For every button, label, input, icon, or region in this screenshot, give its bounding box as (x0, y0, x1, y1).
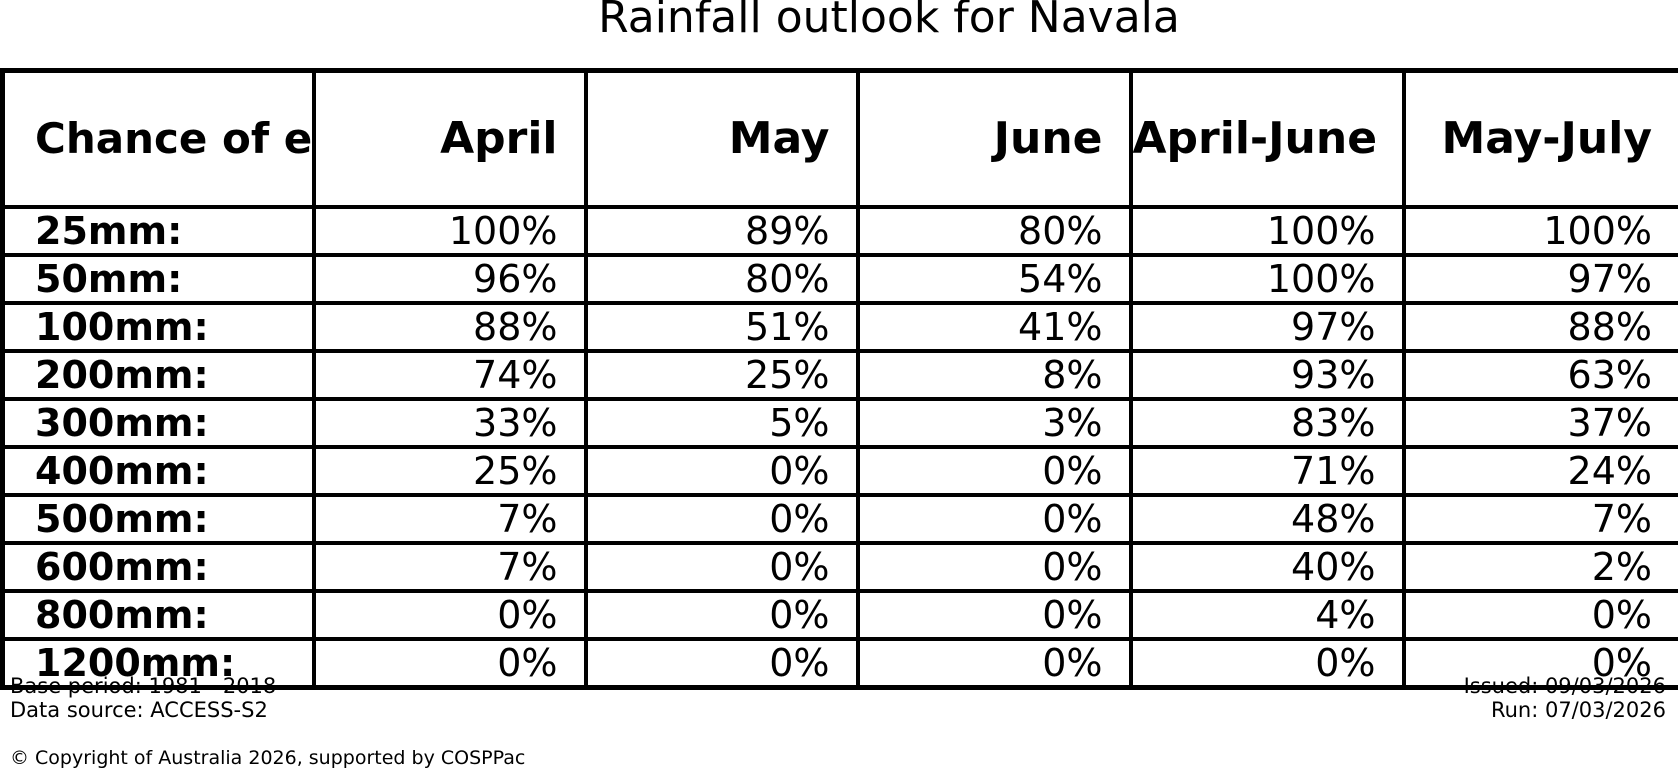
value-cell: 40% (1128, 540, 1406, 593)
base-period-text: Base period: 1981 - 2018 (10, 674, 277, 698)
column-header-april-june: April-June (1128, 68, 1406, 209)
value-cell: 97% (1401, 252, 1678, 305)
value-cell: 100% (1128, 252, 1406, 305)
threshold-cell: 100mm: (0, 300, 316, 353)
value-cell: 96% (311, 252, 588, 305)
value-cell: 41% (855, 300, 1133, 353)
header-row: Chance of exceeding a threshold: April M… (0, 68, 1678, 209)
column-header-may-july: May-July (1401, 68, 1678, 209)
value-cell: 0% (311, 636, 588, 689)
value-cell: 80% (855, 204, 1133, 257)
threshold-cell: 1200mm: (0, 636, 316, 689)
threshold-cell: 500mm: (0, 492, 316, 545)
threshold-cell: 600mm: (0, 540, 316, 593)
value-cell: 51% (583, 300, 860, 353)
value-cell: 0% (583, 540, 860, 593)
value-cell: 74% (311, 348, 588, 401)
value-cell: 37% (1401, 396, 1678, 449)
threshold-cell: 300mm: (0, 396, 316, 449)
footer-right-block: Issued: 09/03/2026 Run: 07/03/2026 (1464, 674, 1666, 722)
value-cell: 0% (855, 540, 1133, 593)
table-row: 1200mm: 0% 0% 0% 0% 0% (0, 636, 1678, 689)
value-cell: 0% (1128, 636, 1406, 689)
value-cell: 100% (311, 204, 588, 257)
column-header-may: May (583, 68, 860, 209)
value-cell: 0% (583, 492, 860, 545)
value-cell: 80% (583, 252, 860, 305)
value-cell: 0% (855, 492, 1133, 545)
value-cell: 88% (1401, 300, 1678, 353)
threshold-cell: 400mm: (0, 444, 316, 497)
value-cell: 0% (583, 588, 860, 641)
value-cell: 25% (583, 348, 860, 401)
table-row: 600mm: 7% 0% 0% 40% 2% (0, 540, 1678, 593)
value-cell: 0% (855, 444, 1133, 497)
threshold-header-cell: Chance of exceeding a threshold: (0, 68, 316, 209)
value-cell: 93% (1128, 348, 1406, 401)
value-cell: 0% (1401, 588, 1678, 641)
value-cell: 97% (1128, 300, 1406, 353)
table-row: 50mm: 96% 80% 54% 100% 97% (0, 252, 1678, 305)
value-cell: 71% (1128, 444, 1406, 497)
table-row: 400mm: 25% 0% 0% 71% 24% (0, 444, 1678, 497)
value-cell: 83% (1128, 396, 1406, 449)
value-cell: 33% (311, 396, 588, 449)
copyright-text: © Copyright of Australia 2026, supported… (10, 747, 526, 769)
column-header-april: April (311, 68, 588, 209)
threshold-cell: 800mm: (0, 588, 316, 641)
table-row: 500mm: 7% 0% 0% 48% 7% (0, 492, 1678, 545)
value-cell: 25% (311, 444, 588, 497)
value-cell: 2% (1401, 540, 1678, 593)
issued-date-text: Issued: 09/03/2026 (1463, 674, 1666, 698)
column-header-june: June (855, 68, 1133, 209)
value-cell: 0% (583, 444, 860, 497)
value-cell: 7% (311, 540, 588, 593)
threshold-cell: 200mm: (0, 348, 316, 401)
value-cell: 0% (583, 636, 860, 689)
run-date-text: Run: 07/03/2026 (1490, 698, 1666, 722)
value-cell: 4% (1128, 588, 1406, 641)
value-cell: 54% (855, 252, 1133, 305)
table-row: 200mm: 74% 25% 8% 93% 63% (0, 348, 1678, 401)
value-cell: 89% (583, 204, 860, 257)
value-cell: 0% (1401, 636, 1678, 689)
threshold-cell: 50mm: (0, 252, 316, 305)
value-cell: 88% (311, 300, 588, 353)
footer-left-block: Base period: 1981 - 2018 Data source: AC… (10, 674, 276, 722)
value-cell: 48% (1128, 492, 1406, 545)
value-cell: 0% (311, 588, 588, 641)
data-source-text: Data source: ACCESS-S2 (10, 698, 268, 722)
table-row: 100mm: 88% 51% 41% 97% 88% (0, 300, 1678, 353)
value-cell: 5% (583, 396, 860, 449)
value-cell: 0% (855, 636, 1133, 689)
value-cell: 100% (1128, 204, 1406, 257)
rainfall-outlook-table: Chance of exceeding a threshold: April M… (0, 68, 1678, 690)
value-cell: 0% (855, 588, 1133, 641)
page-title: Rainfall outlook for Navala (598, 0, 1180, 43)
threshold-cell: 25mm: (0, 204, 316, 257)
value-cell: 24% (1401, 444, 1678, 497)
table-row: 300mm: 33% 5% 3% 83% 37% (0, 396, 1678, 449)
value-cell: 8% (855, 348, 1133, 401)
value-cell: 7% (1401, 492, 1678, 545)
value-cell: 63% (1401, 348, 1678, 401)
table-row: 25mm: 100% 89% 80% 100% 100% (0, 204, 1678, 257)
value-cell: 7% (311, 492, 588, 545)
value-cell: 3% (855, 396, 1133, 449)
table-row: 800mm: 0% 0% 0% 4% 0% (0, 588, 1678, 641)
value-cell: 100% (1401, 204, 1678, 257)
